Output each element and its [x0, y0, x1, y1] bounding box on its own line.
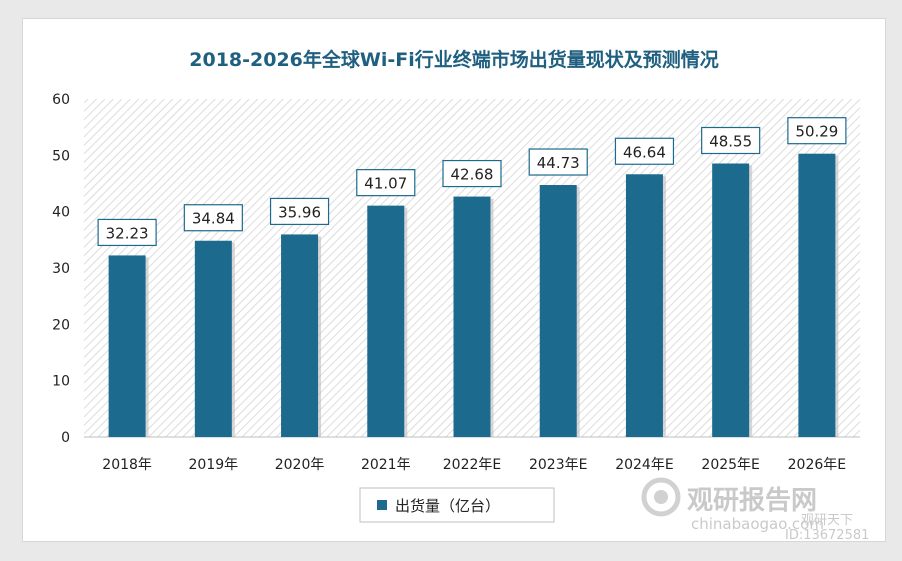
- watermark: 观研报告网 chinabaogao.com 观研天下 ID:13672581: [641, 477, 869, 541]
- legend: 出货量（亿台）: [359, 487, 555, 523]
- x-tick-label: 2020年: [275, 457, 325, 473]
- bar-series: [108, 153, 839, 438]
- y-tick-label: 30: [52, 261, 70, 277]
- y-tick-label: 50: [52, 148, 70, 164]
- watermark-brand: 观研报告网: [687, 485, 817, 516]
- x-tick-label: 2022年E: [443, 457, 501, 473]
- y-tick-label: 0: [61, 430, 70, 446]
- x-tick-label: 2023年E: [529, 457, 587, 473]
- bar: [798, 153, 836, 438]
- data-label: 35.96: [278, 203, 321, 221]
- bar: [625, 174, 663, 437]
- legend-swatch: [377, 500, 387, 510]
- bar: [453, 196, 491, 437]
- y-tick-label: 10: [52, 374, 70, 390]
- data-label-box: [356, 169, 416, 197]
- bar: [712, 163, 750, 438]
- watermark-logo-icon: [641, 477, 681, 517]
- data-label: 32.23: [106, 224, 149, 242]
- data-label: 48.55: [709, 133, 752, 151]
- data-label: 50.29: [795, 123, 838, 141]
- watermark-url: chinabaogao.com: [691, 515, 824, 533]
- chart-card: 2018-2026年全球Wi-Fi行业终端市场出货量现状及预测情况 0 10 20 3…: [22, 18, 886, 542]
- data-label-box: [528, 148, 588, 176]
- bar: [108, 255, 146, 437]
- chart-title: 2018-2026年全球Wi-Fi行业终端市场出货量现状及预测情况: [189, 48, 719, 71]
- data-label-box: [701, 126, 761, 155]
- bar-chart: 2018-2026年全球Wi-Fi行业终端市场出货量现状及预测情况 0 10 20 3…: [52, 48, 869, 541]
- data-label-box: [614, 137, 675, 165]
- data-labels: 32.23 34.84 35.96 41.07 42.68 44.73 46.64 48.55…: [97, 117, 847, 247]
- data-label: 46.64: [623, 143, 666, 161]
- legend-label: 出货量（亿台）: [395, 497, 500, 515]
- data-label: 34.84: [192, 210, 235, 228]
- watermark-account: 观研天下: [801, 513, 853, 528]
- data-label: 44.73: [537, 154, 580, 172]
- y-tick-label: 40: [52, 205, 70, 221]
- bar: [367, 205, 405, 437]
- x-tick-label: 2025年E: [701, 457, 759, 473]
- x-tick-label: 2026年E: [788, 457, 846, 473]
- y-tick-label: 20: [52, 317, 70, 333]
- y-axis: 0 10 20 30 40 50 60: [52, 92, 70, 446]
- bar: [539, 185, 577, 437]
- data-label: 41.07: [364, 175, 407, 193]
- bar: [281, 234, 319, 437]
- x-tick-label: 2024年E: [615, 457, 673, 473]
- data-label-box: [183, 204, 243, 232]
- data-label-box: [97, 218, 157, 247]
- watermark-id: ID:13672581: [785, 528, 869, 541]
- data-label-box: [787, 117, 847, 145]
- x-tick-label: 2018年: [102, 457, 152, 473]
- data-label-box: [269, 197, 330, 226]
- legend-box: [359, 487, 555, 523]
- x-tick-label: 2021年: [361, 457, 411, 473]
- x-tick-label: 2019年: [189, 457, 239, 473]
- x-axis: 2018年 2019年 2020年 2021年 2022年E 2023年E 2024年E 20…: [102, 457, 846, 473]
- data-label: 42.68: [451, 166, 494, 184]
- bar: [194, 240, 232, 437]
- data-label-box: [442, 159, 502, 188]
- y-tick-label: 60: [52, 92, 70, 108]
